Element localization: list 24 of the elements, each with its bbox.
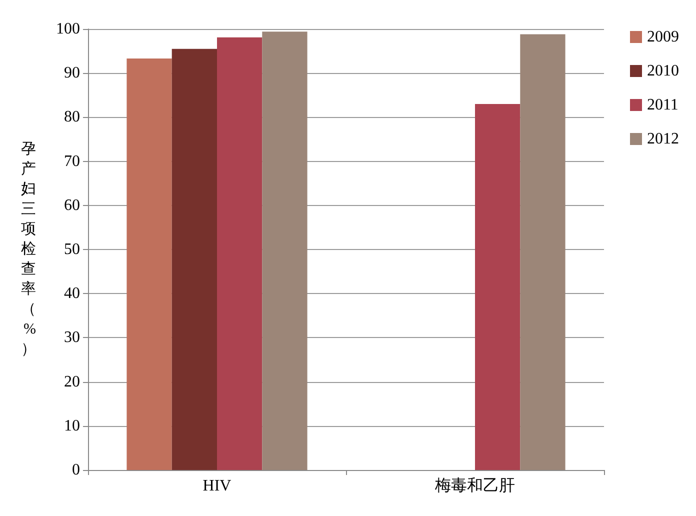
text: 孕产妇三项检查率（%） [21,142,36,358]
y-tick-label: 40 [64,285,80,302]
y-tick-label: 20 [64,373,80,390]
bar [126,58,172,470]
y-tick-label: 0 [72,462,80,478]
bar [262,32,308,470]
legend-label: 2010 [647,62,679,80]
y-tick-label: 50 [64,241,80,258]
y-tick-label: 10 [64,417,80,434]
bar [520,34,566,470]
x-tick-label: HIV [202,478,232,494]
y-tick-label: 90 [64,64,80,82]
y-tick-label: 80 [64,108,80,126]
y-tick-label: 30 [64,329,80,346]
legend-label: 2011 [647,96,678,114]
y-tick-label: 70 [64,152,80,170]
bar [217,37,262,470]
bar [172,48,217,470]
y-tick-label: 100 [56,20,80,38]
x-tick-label: 梅毒和乙肝 [434,476,515,494]
bar [475,104,520,470]
legend-label: 2012 [647,130,679,148]
y-tick-label: 60 [64,196,80,214]
legend-label: 2009 [647,28,679,46]
